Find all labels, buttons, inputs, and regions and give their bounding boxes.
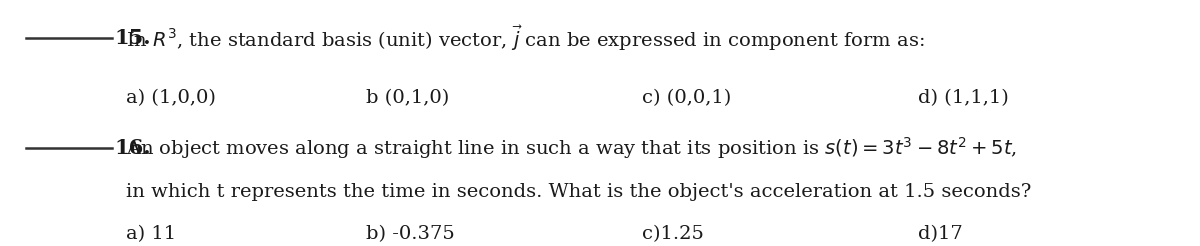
Text: a) (1,0,0): a) (1,0,0) — [126, 89, 216, 108]
Text: c)1.25: c)1.25 — [642, 225, 704, 243]
Text: An object moves along a straight line in such a way that its position is $s(t) =: An object moves along a straight line in… — [126, 135, 1016, 161]
Text: 15.: 15. — [114, 28, 151, 48]
Text: d)17: d)17 — [918, 225, 962, 243]
Text: d) (1,1,1): d) (1,1,1) — [918, 89, 1009, 108]
Text: b (0,1,0): b (0,1,0) — [366, 89, 449, 108]
Text: 16.: 16. — [114, 138, 151, 158]
Text: c) (0,0,1): c) (0,0,1) — [642, 89, 731, 108]
Text: in which t represents the time in seconds. What is the object's acceleration at : in which t represents the time in second… — [126, 183, 1031, 201]
Text: a) 11: a) 11 — [126, 225, 176, 243]
Text: b) -0.375: b) -0.375 — [366, 225, 455, 243]
Text: In $R^3$, the standard basis (unit) vector, $\vec{j}$ can be expressed in compon: In $R^3$, the standard basis (unit) vect… — [126, 24, 924, 53]
